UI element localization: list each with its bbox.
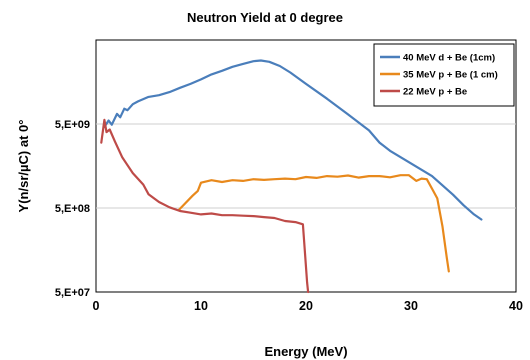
series-line-2 — [177, 174, 450, 273]
x-tick-label: 10 — [194, 299, 208, 313]
x-tick-label: 40 — [509, 299, 523, 313]
y-tick-label: 5,E+09 — [55, 119, 90, 131]
plot-area-frame — [95, 39, 517, 293]
series-line-3 — [100, 118, 310, 294]
x-tick-label: 30 — [404, 299, 418, 313]
chart-title: Neutron Yield at 0 degree — [187, 10, 343, 25]
series-lines — [100, 59, 483, 294]
x-tick-label: 20 — [299, 299, 313, 313]
x-axis-label: Energy (MeV) — [264, 344, 347, 359]
y-axis-label: Y(n/sr/µC) at 0° — [16, 120, 31, 213]
y-tick-label: 5,E+07 — [55, 287, 90, 299]
tick-labels: 5,E+07 5,E+08 5,E+09 0 10 20 30 40 — [55, 119, 523, 313]
legend-label-2: 35 MeV p + Be (1 cm) — [403, 70, 498, 81]
legend-label-1: 40 MeV d + Be (1cm) — [403, 53, 495, 64]
series-line-1 — [103, 59, 483, 221]
x-tick-label: 0 — [93, 299, 100, 313]
gridlines — [96, 123, 516, 209]
legend-label-3: 22 MeV p + Be — [403, 87, 467, 98]
y-tick-label: 5,E+08 — [55, 203, 90, 215]
legend: 40 MeV d + Be (1cm) 35 MeV p + Be (1 cm) 2… — [373, 43, 515, 107]
